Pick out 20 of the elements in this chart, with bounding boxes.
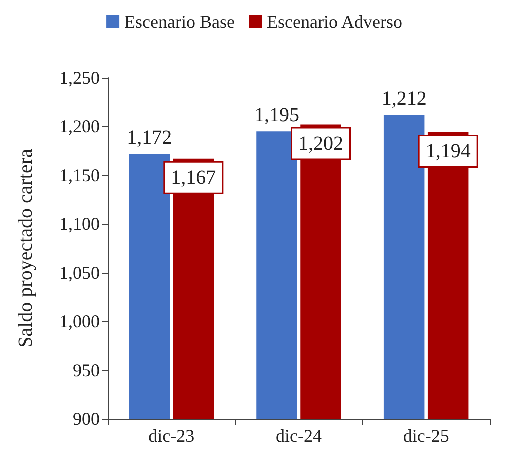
data-label: 1,194 (426, 140, 471, 163)
legend-label: Escenario Adverso (267, 12, 402, 32)
y-tick-label: 1,050 (60, 262, 100, 283)
data-label: 1,212 (382, 88, 427, 110)
data-label: 1,172 (127, 126, 172, 149)
y-tick-label: 900 (73, 409, 100, 429)
data-label: 1,167 (171, 166, 216, 189)
y-tick-label: 1,250 (60, 68, 100, 88)
data-label: 1,202 (298, 132, 344, 155)
y-tick-label: 1,000 (60, 312, 100, 332)
y-tick-label: 1,150 (60, 165, 100, 186)
y-tick-label: 1,100 (60, 214, 100, 234)
legend-label: Escenario Base (124, 12, 236, 32)
y-tick-label: 950 (73, 360, 100, 380)
y-axis-title: Saldo proyectado cartera (15, 148, 37, 348)
x-tick-label: dic-23 (148, 426, 195, 446)
x-tick-label: dic-25 (403, 426, 450, 446)
y-tick-label: 1,200 (60, 116, 100, 137)
x-tick-label: dic-24 (276, 426, 322, 446)
data-label: 1,195 (254, 104, 300, 127)
